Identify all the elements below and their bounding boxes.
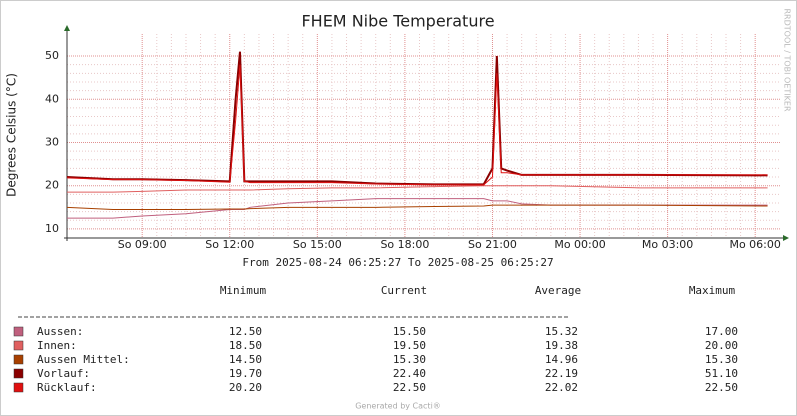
legend-stat: 51.10 (705, 367, 738, 380)
legend-stat: 15.50 (393, 325, 426, 338)
footer: Generated by Cacti® (355, 402, 441, 411)
legend-label: Aussen: (37, 325, 83, 338)
legend-swatch (13, 340, 24, 351)
x-tick-label: Mo 06:00 (729, 238, 780, 251)
stat-header: Maximum (689, 284, 736, 297)
series-line (66, 51, 768, 186)
legend-label: Aussen Mittel: (37, 353, 130, 366)
legend-stat: 19.38 (545, 339, 578, 352)
x-tick-label: Mo 03:00 (642, 238, 693, 251)
series-line (67, 185, 768, 193)
legend-stat: 15.32 (545, 325, 578, 338)
legend-stat: 22.50 (393, 381, 426, 394)
x-tick-label: So 21:00 (468, 238, 517, 251)
side-text: RRDTOOL / TOBI OETIKER (783, 8, 792, 111)
stat-header: Current (381, 284, 427, 297)
legend-label: Innen: (37, 339, 77, 352)
legend-stat: 22.19 (545, 367, 578, 380)
legend-stat: 20.00 (705, 339, 738, 352)
series-line (66, 204, 768, 210)
legend-label: Vorlauf: (37, 367, 90, 380)
x-tick-label: So 09:00 (118, 238, 167, 251)
legend-stat: 22.40 (393, 367, 426, 380)
stat-header: Minimum (220, 284, 267, 297)
y-tick-label: 40 (45, 92, 59, 105)
x-tick-label: So 15:00 (293, 238, 342, 251)
legend-stat: 15.30 (705, 353, 738, 366)
y-tick-label: 30 (45, 135, 59, 148)
legend-stat: 15.30 (393, 353, 426, 366)
y-tick-label: 20 (45, 179, 59, 192)
chart-title: FHEM Nibe Temperature (301, 12, 494, 31)
y-axis-label: Degrees Celsius (°C) (5, 73, 19, 197)
legend-swatch (13, 354, 24, 365)
x-axis-arrow (783, 235, 789, 241)
legend-swatch (13, 382, 24, 393)
y-tick-label: 10 (45, 222, 59, 235)
legend-stat: 20.20 (229, 381, 262, 394)
legend-stat: 14.96 (545, 353, 578, 366)
legend-stat: 18.50 (229, 339, 262, 352)
legend-stat: 14.50 (229, 353, 262, 366)
legend-stat: 22.02 (545, 381, 578, 394)
legend-swatch (13, 368, 24, 379)
x-tick-label: So 12:00 (205, 238, 254, 251)
y-axis-arrow (64, 25, 70, 31)
x-tick-label: Mo 00:00 (554, 238, 605, 251)
legend-stat: 19.50 (393, 339, 426, 352)
series-line (67, 198, 768, 219)
legend-swatch (13, 326, 24, 337)
legend-label: Rücklauf: (37, 381, 97, 394)
series-line (66, 64, 768, 186)
subtitle: From 2025-08-24 06:25:27 To 2025-08-25 0… (242, 256, 553, 269)
legend-stat: 19.70 (229, 367, 262, 380)
stat-header: Average (535, 284, 581, 297)
legend-stat: 12.50 (229, 325, 262, 338)
x-tick-label: So 18:00 (380, 238, 429, 251)
y-tick-label: 50 (45, 49, 59, 62)
legend-stat: 17.00 (705, 325, 738, 338)
legend-stat: 22.50 (705, 381, 738, 394)
